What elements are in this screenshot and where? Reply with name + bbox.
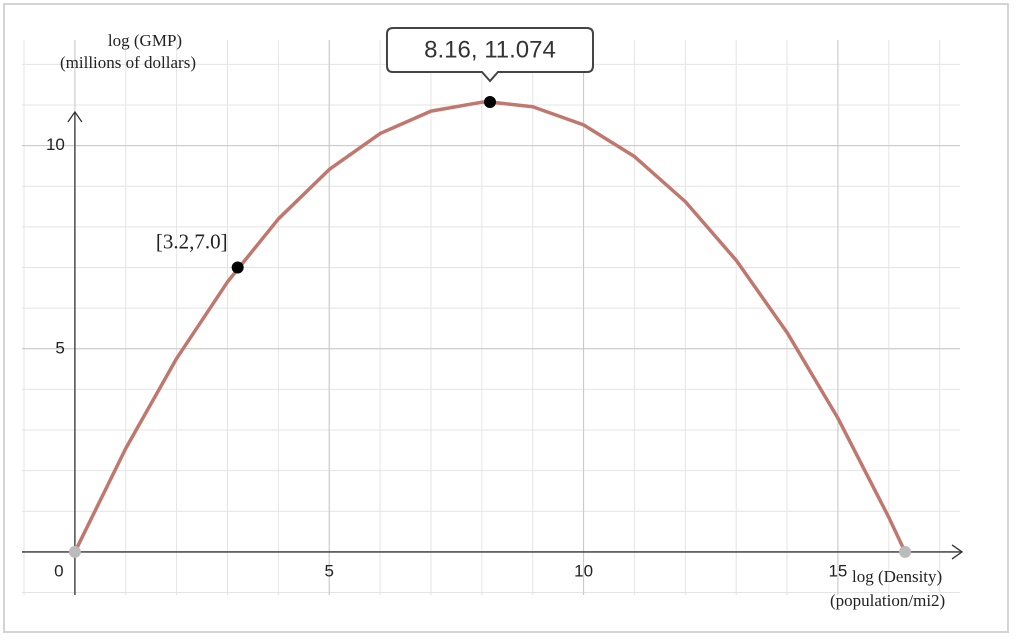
- point: [899, 545, 912, 558]
- grid: [22, 40, 960, 595]
- axes: 0 5 10 15 5 10: [22, 110, 964, 595]
- y-axis-arrow: [67, 110, 83, 123]
- x-tick-label: 15: [828, 561, 847, 580]
- x-axis-label: log (Density): [852, 567, 942, 586]
- y-tick-label: 10: [46, 135, 65, 154]
- x-tick-label: 0: [54, 561, 63, 580]
- y-axis-label: log (GMP): [108, 31, 182, 50]
- marks: [3.2,7.0] 8.16, 11.074: [68, 27, 912, 558]
- point-label: 8.16, 11.074: [424, 36, 556, 63]
- y-tick-label: 5: [55, 338, 64, 357]
- x-axis-arrow: [951, 544, 964, 560]
- y-axis-label: (millions of dollars): [60, 53, 196, 72]
- point: [231, 261, 244, 274]
- x-tick-label: 5: [325, 561, 334, 580]
- frame: [3, 3, 1009, 633]
- x-tick-label: 10: [574, 561, 593, 580]
- point: [483, 96, 496, 109]
- callout-box: [385, 27, 594, 83]
- point-label: [3.2,7.0]: [156, 229, 228, 253]
- point: [68, 545, 81, 558]
- x-axis-label: (population/mi2): [830, 591, 945, 610]
